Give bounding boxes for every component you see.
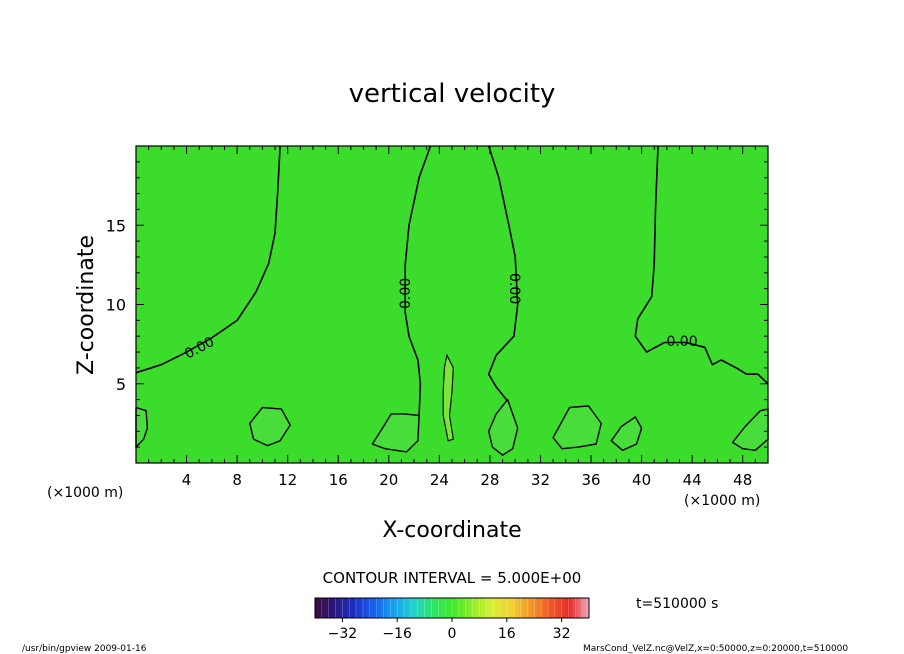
x-axis: 4 8 12 16 20 24 28 32 36 40 44 48 bbox=[135, 146, 769, 489]
bottom-contour-4 bbox=[552, 405, 602, 450]
chart-title: vertical velocity bbox=[349, 79, 556, 109]
shade-region-1 bbox=[249, 407, 291, 446]
colorbar-tick-label: −32 bbox=[328, 626, 358, 642]
y-tick-label: 15 bbox=[106, 216, 126, 235]
zero-contour-0 bbox=[135, 145, 281, 374]
colorbar-tick-label: −16 bbox=[382, 626, 412, 642]
y-axis-label: Z-coordinate bbox=[74, 235, 99, 375]
bottom-contour-1 bbox=[249, 406, 291, 447]
y-tick-label: 10 bbox=[106, 296, 126, 315]
x-unit-right: (×1000 m) bbox=[684, 493, 760, 509]
x-tick-label: 12 bbox=[278, 471, 297, 489]
x-tick-label: 48 bbox=[733, 471, 752, 489]
y-axis: 5 10 15 bbox=[106, 145, 768, 464]
zero-contour-3 bbox=[634, 145, 769, 385]
colorbar bbox=[314, 597, 590, 619]
colorbar-tick-label: 16 bbox=[498, 626, 516, 642]
contour-label-1: 0.00 bbox=[398, 278, 414, 309]
x-tick-label: 16 bbox=[329, 471, 348, 489]
x-tick-label: 8 bbox=[232, 471, 242, 489]
x-tick-label: 4 bbox=[182, 471, 192, 489]
x-tick-label: 28 bbox=[480, 471, 499, 489]
colorbar-gradient bbox=[315, 598, 589, 618]
zero-contour-1 bbox=[404, 145, 432, 416]
footer-right: MarsCond_VelZ.nc@VelZ,x=0:50000,z=0:2000… bbox=[583, 644, 848, 654]
contour-interval-text: CONTOUR INTERVAL = 5.000E+00 bbox=[323, 569, 582, 587]
x-tick-label: 36 bbox=[581, 471, 600, 489]
x-tick-label: 32 bbox=[531, 471, 550, 489]
shade-region-3 bbox=[488, 399, 518, 456]
time-label: t=510000 s bbox=[636, 596, 718, 612]
colorbar-ticks: −32 −16 0 16 32 bbox=[328, 618, 571, 642]
contour-label-3: 0.00 bbox=[666, 334, 697, 350]
x-axis-label: X-coordinate bbox=[382, 518, 521, 543]
colorbar-tick-label: 0 bbox=[448, 626, 457, 642]
x-tick-label: 20 bbox=[379, 471, 398, 489]
colorbar-tick-label: 32 bbox=[553, 626, 571, 642]
shade-region-5 bbox=[611, 417, 642, 451]
bottom-contour-5 bbox=[610, 416, 643, 451]
x-tick-label: 24 bbox=[430, 471, 449, 489]
footer-left: /usr/bin/gpview 2009-01-16 bbox=[22, 644, 147, 654]
x-tick-label: 44 bbox=[683, 471, 702, 489]
x-unit-left: (×1000 m) bbox=[47, 485, 123, 501]
shade-region-2 bbox=[372, 413, 420, 452]
positive-core-shade bbox=[443, 355, 454, 441]
x-tick-label: 40 bbox=[632, 471, 651, 489]
contour-label-2: 0.00 bbox=[506, 273, 522, 304]
shade-region-6 bbox=[732, 409, 768, 451]
positive-contour bbox=[442, 353, 454, 442]
zero-contour-2 bbox=[487, 145, 519, 401]
plot-background bbox=[136, 146, 768, 463]
bottom-contour-3 bbox=[488, 398, 519, 456]
shade-region-0 bbox=[136, 407, 148, 448]
y-tick-label: 5 bbox=[116, 375, 126, 394]
bottom-contour-2 bbox=[371, 413, 420, 453]
